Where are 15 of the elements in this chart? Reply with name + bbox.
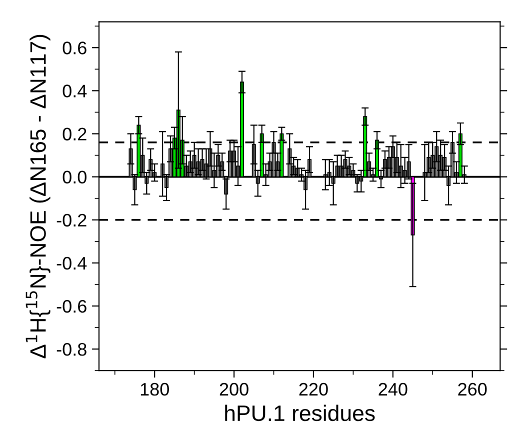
x-tick-label: 260 [458, 382, 487, 396]
x-tick-label: 200 [220, 382, 248, 396]
y-tick-label: 0.6 [62, 42, 86, 54]
x-tick-label: 180 [140, 382, 169, 396]
y-tick-label: -0.6 [56, 300, 86, 313]
y-tick-label: -0.4 [56, 256, 87, 270]
x-tick-label: 220 [299, 382, 328, 396]
y-axis-title: Δ$^{1}$H{$^{15}$N}-NOE (ΔN165 - ΔN117) [26, 34, 50, 358]
y-tick-label: -0.2 [56, 214, 86, 227]
x-tick-label: 240 [378, 382, 408, 396]
y-tick-label: 0.2 [62, 128, 86, 140]
x-axis-title: hPU.1 residues [225, 404, 375, 422]
y-tick-label: 0.4 [62, 84, 87, 98]
y-tick-label: 0.0 [62, 170, 86, 184]
y-tick-label: -0.8 [56, 343, 86, 356]
